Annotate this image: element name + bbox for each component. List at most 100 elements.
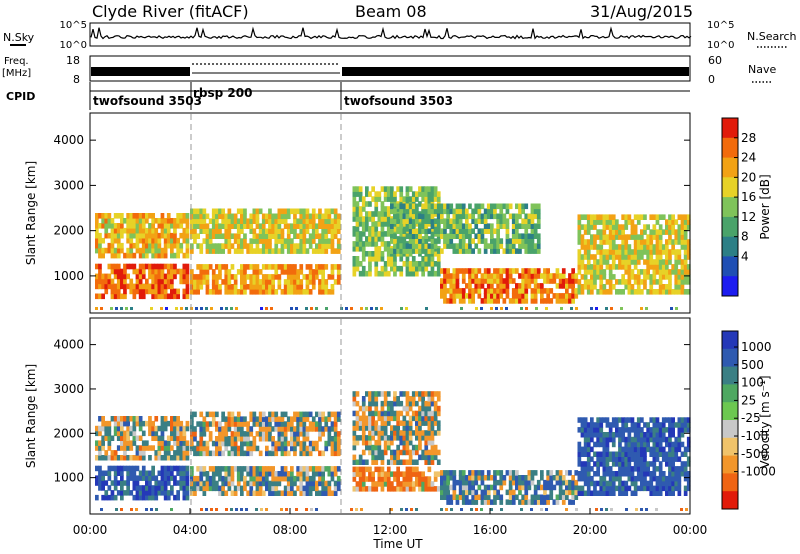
heatmap-cell	[173, 455, 177, 461]
heatmap-cell	[308, 445, 313, 452]
heatmap-cell	[558, 484, 563, 491]
heatmap-cell	[308, 233, 313, 239]
heatmap-cell	[196, 284, 200, 290]
heatmap-cell	[283, 243, 288, 249]
heatmap-cell	[371, 391, 375, 397]
heatmap-cell	[110, 283, 115, 290]
heatmap-cell	[618, 417, 622, 423]
heatmap-cell	[518, 273, 522, 279]
heatmap-cell	[336, 475, 341, 482]
heatmap-cell	[249, 485, 254, 492]
heatmap-cell	[221, 411, 225, 418]
heatmap-cell	[499, 238, 504, 244]
heatmap-cell	[471, 470, 475, 476]
heatmap-cell	[135, 450, 140, 456]
heatmap-cell	[365, 415, 369, 422]
heatmap-cell	[327, 416, 332, 422]
heatmap-cell	[402, 449, 407, 456]
heatmap-cell	[182, 430, 187, 437]
heatmap-cell	[577, 461, 582, 467]
heatmap-cell	[324, 289, 329, 295]
heatmap-cell	[123, 435, 127, 441]
heatmap-cell	[383, 221, 388, 227]
heatmap-cell	[393, 233, 397, 239]
heatmap-cell	[163, 490, 168, 496]
heatmap-cell	[208, 218, 213, 224]
heatmap-cell	[474, 499, 479, 505]
nsearch-label: N.Search	[747, 30, 797, 43]
heatmap-cell	[640, 461, 644, 467]
heatmap-cell	[527, 499, 532, 505]
heatmap-cell	[486, 494, 491, 500]
heatmap-cell	[658, 269, 663, 275]
heatmap-cell	[599, 239, 604, 245]
heatmap-cell	[135, 223, 140, 229]
heatmap-cell	[141, 237, 146, 244]
heatmap-cell	[549, 475, 554, 481]
heatmap-cell	[377, 211, 382, 217]
heatmap-cell	[524, 479, 529, 486]
heatmap-cell	[424, 481, 429, 487]
ground-scatter-cell	[185, 307, 188, 310]
heatmap-cell	[608, 466, 613, 472]
heatmap-cell	[202, 208, 207, 215]
heatmap-cell	[443, 228, 447, 234]
heatmap-cell	[352, 396, 357, 402]
heatmap-cell	[652, 446, 657, 453]
heatmap-cell	[555, 268, 560, 274]
heatmap-cell	[577, 451, 582, 457]
heatmap-cell	[602, 259, 607, 265]
heatmap-cell	[138, 278, 143, 285]
heatmap-cell	[302, 223, 307, 229]
heatmap-cell	[352, 261, 357, 267]
heatmap-cell	[396, 476, 400, 482]
heatmap-cell	[440, 208, 444, 215]
heatmap-cell	[605, 224, 610, 230]
heatmap-cell	[415, 208, 419, 215]
heatmap-cell	[286, 450, 291, 457]
heatmap-cell	[511, 248, 516, 254]
heatmap-cell	[286, 421, 291, 427]
heatmap-cell	[221, 223, 225, 229]
heatmap-cell	[483, 268, 488, 274]
ground-scatter-cell	[450, 508, 453, 511]
heatmap-cell	[268, 233, 272, 239]
heatmap-cell	[182, 485, 187, 491]
heatmap-cell	[296, 218, 300, 224]
heatmap-cell	[671, 466, 675, 472]
heatmap-cell	[540, 298, 544, 304]
heatmap-cell	[361, 481, 366, 487]
heatmap-cell	[230, 243, 235, 249]
heatmap-cell	[104, 470, 109, 476]
heatmap-cell	[318, 243, 322, 249]
heatmap-cell	[233, 289, 238, 295]
heatmap-cell	[151, 242, 155, 249]
heatmap-cell	[665, 436, 669, 443]
heatmap-cell	[446, 278, 450, 284]
heatmap-cell	[490, 298, 494, 304]
heatmap-cell	[280, 426, 285, 432]
heatmap-cell	[427, 270, 432, 277]
heatmap-cell	[255, 289, 260, 295]
heatmap-cell	[221, 436, 225, 442]
heatmap-cell	[658, 451, 663, 457]
heatmap-cell	[365, 435, 369, 441]
heatmap-cell	[640, 289, 644, 295]
heatmap-cell	[101, 223, 105, 229]
colorbar-swatch	[722, 455, 738, 474]
heatmap-cell	[377, 471, 382, 477]
ground-scatter-cell	[400, 307, 403, 310]
heatmap-cell	[190, 466, 194, 472]
heatmap-cell	[658, 284, 663, 290]
heatmap-cell	[243, 208, 247, 215]
heatmap-cell	[265, 248, 269, 254]
heatmap-cell	[590, 239, 594, 245]
heatmap-cell	[95, 242, 99, 249]
heatmap-cell	[593, 432, 597, 438]
heatmap-cell	[549, 470, 554, 476]
heatmap-cell	[421, 430, 425, 436]
heatmap-cell	[227, 436, 232, 442]
heatmap-cell	[157, 263, 162, 270]
heatmap-cell	[268, 243, 272, 249]
heatmap-cell	[286, 274, 291, 280]
